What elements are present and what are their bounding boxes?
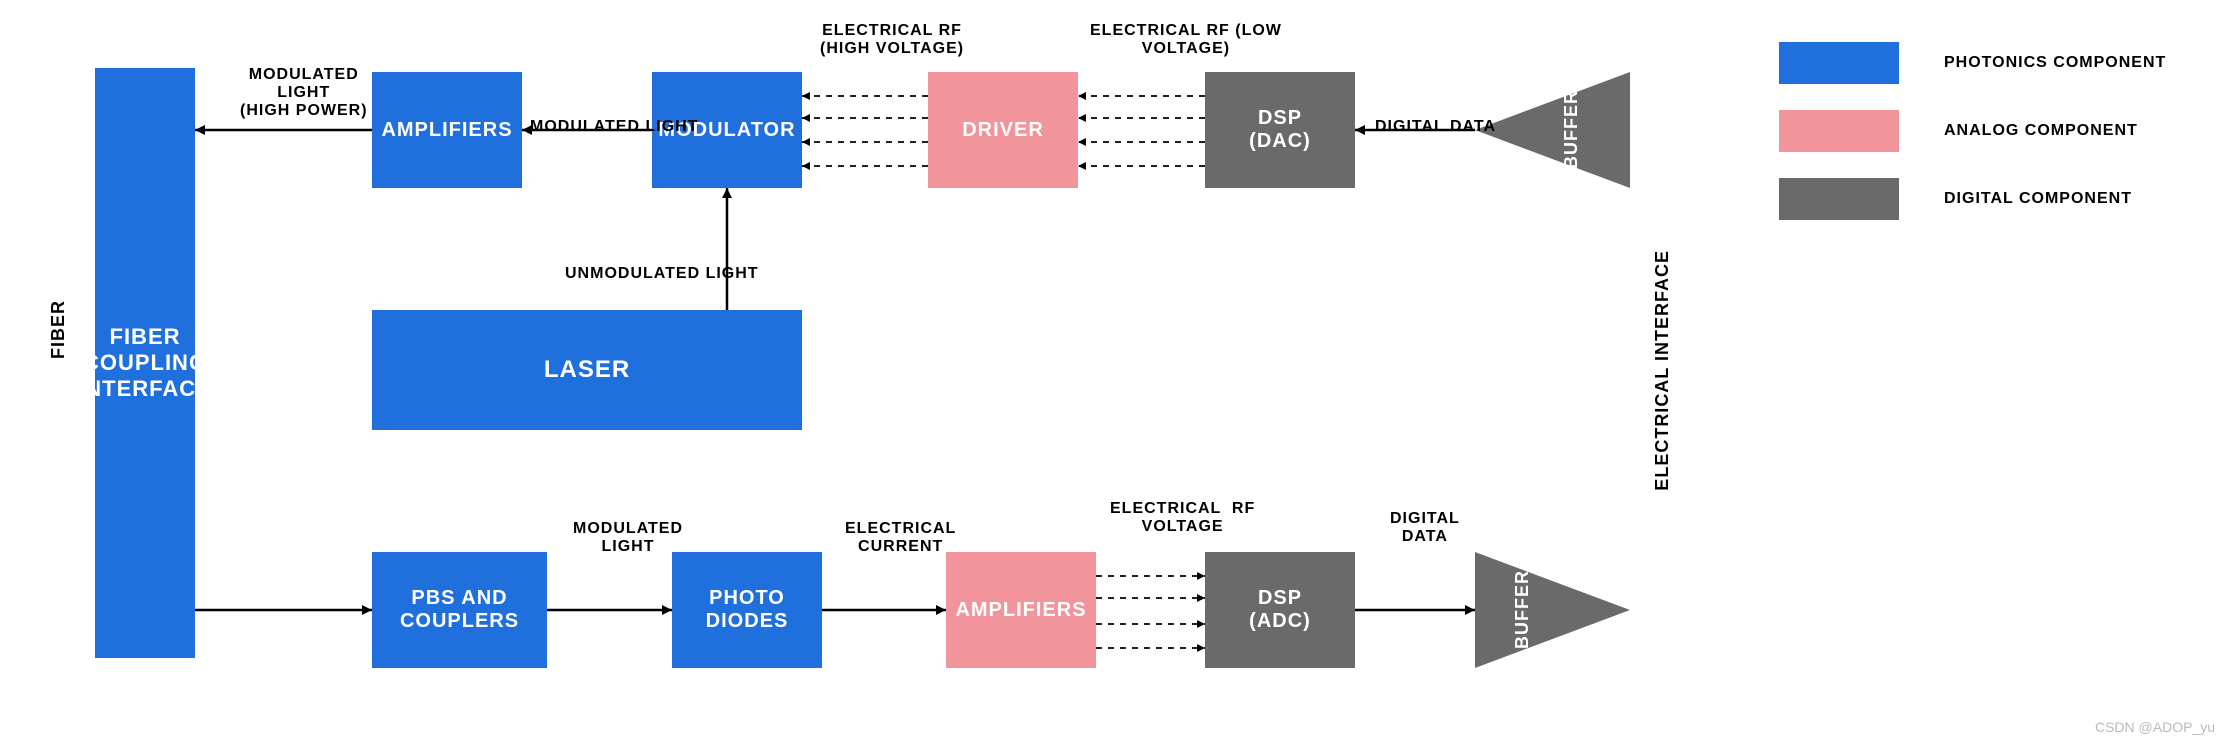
buffer_tx-shape	[1475, 72, 1630, 188]
edge-label-mod_light: MODULATED LIGHT	[530, 118, 698, 136]
fiber_coupling-box: FIBER COUPLING INTERFACE	[95, 68, 195, 658]
legend-label-2: DIGITAL COMPONENT	[1944, 190, 2132, 208]
legend-swatch-0	[1779, 42, 1899, 84]
driver-box: DRIVER	[928, 72, 1078, 188]
dsp_adc-box: DSP (ADC)	[1205, 552, 1355, 668]
edge-label-elec_rf_v: ELECTRICAL RF VOLTAGE	[1110, 500, 1255, 536]
pbs-box: PBS AND COUPLERS	[372, 552, 547, 668]
amplifiers_tx-box: AMPLIFIERS	[372, 72, 522, 188]
legend-swatch-1	[1779, 110, 1899, 152]
dsp_dac-box: DSP (DAC)	[1205, 72, 1355, 188]
edge-label-digital_tx: DIGITAL DATA	[1375, 118, 1496, 136]
fiber-side-label: FIBER	[48, 300, 69, 359]
buffer_rx-shape	[1475, 552, 1630, 668]
photodiodes-box: PHOTO DIODES	[672, 552, 822, 668]
laser-box: LASER	[372, 310, 802, 430]
electrical-side-label: ELECTRICAL INTERFACE	[1652, 250, 1673, 491]
watermark: CSDN @ADOP_yu	[2095, 719, 2215, 735]
edge-label-mod_light_rx: MODULATED LIGHT	[573, 520, 683, 556]
edge-label-mod_light_hp: MODULATED LIGHT (HIGH POWER)	[240, 66, 368, 120]
amplifiers_rx-box: AMPLIFIERS	[946, 552, 1096, 668]
legend-label-0: PHOTONICS COMPONENT	[1944, 54, 2166, 72]
edge-label-elec_current: ELECTRICAL CURRENT	[845, 520, 956, 556]
buffer_rx-label: BUFFER	[1512, 564, 1533, 656]
buffer_tx-label: BUFFER	[1561, 84, 1582, 176]
edge-label-elec_rf_hv: ELECTRICAL RF (HIGH VOLTAGE)	[820, 22, 964, 58]
diagram-stage: FIBER ELECTRICAL INTERFACE FIBER COUPLIN…	[0, 0, 2227, 741]
edge-label-digital_rx: DIGITAL DATA	[1390, 510, 1460, 546]
legend-label-1: ANALOG COMPONENT	[1944, 122, 2138, 140]
edge-label-elec_rf_lv: ELECTRICAL RF (LOW VOLTAGE)	[1090, 22, 1282, 58]
legend-swatch-2	[1779, 178, 1899, 220]
edge-label-unmod_light: UNMODULATED LIGHT	[565, 265, 759, 283]
